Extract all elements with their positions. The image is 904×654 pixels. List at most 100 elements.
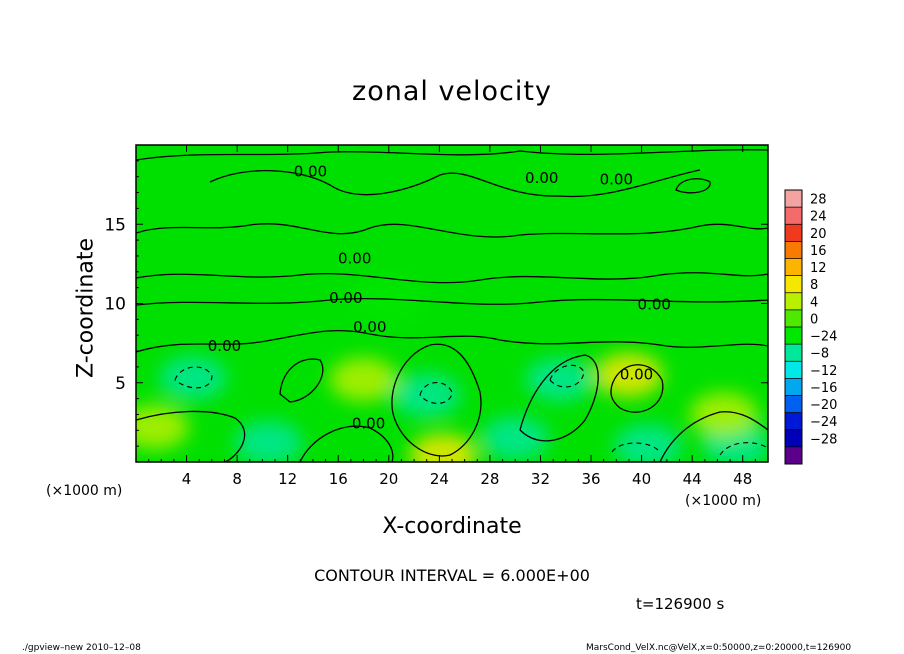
y-tick-label: 15 [104, 215, 126, 235]
x-axis: 4 8 12 16 20 24 28 32 36 40 44 48 [148, 145, 769, 488]
colorbar-swatch [785, 207, 802, 225]
x-tick-label: 44 [683, 470, 702, 488]
colorbar-label: 12 [810, 261, 827, 276]
colorbar-swatch [785, 344, 802, 362]
colorbar-label: 28 [810, 193, 827, 208]
y-axis-label: Z-coordinate [73, 238, 99, 378]
x-unit-right: (×1000 m) [685, 493, 762, 509]
contour-lines [136, 149, 768, 462]
colorbar-label: 4 [810, 295, 818, 310]
contour-label: 0.00 [353, 318, 386, 336]
colorbar-label: −28 [810, 432, 837, 447]
colorbar-swatch [785, 224, 802, 242]
colorbar-label: −8 [810, 347, 829, 362]
anomaly-blob [234, 420, 303, 462]
colorbar-label: −16 [810, 381, 837, 396]
anomaly-blob [409, 433, 478, 462]
colorbar-swatch [785, 292, 802, 310]
dashed-contour [549, 364, 585, 388]
contour-line [675, 178, 711, 194]
colorbar-swatch [785, 395, 802, 413]
x-tick-label: 12 [278, 470, 297, 488]
contour-line [610, 364, 664, 413]
x-unit-left: (×1000 m) [46, 483, 123, 499]
x-tick-label: 28 [480, 470, 499, 488]
colorbar-label: 24 [810, 210, 827, 225]
colorbar-label: 16 [810, 244, 827, 259]
colorbar-label: 8 [810, 278, 818, 293]
anomaly-blob [525, 357, 594, 402]
contour-label: 0.00 [294, 162, 327, 180]
contour-labels: 0.00 0.00 0.00 0.00 0.00 0.00 0.00 0.00 0.00 0.00 [208, 162, 671, 432]
contour-label: 0.00 [208, 337, 241, 355]
dashed-contour [611, 442, 661, 453]
colorbar-swatch [785, 258, 802, 276]
x-tick-label: 32 [531, 470, 550, 488]
time-label: t=126900 s [636, 595, 725, 613]
y-tick-label: 5 [115, 374, 126, 394]
contour-line [136, 272, 768, 284]
anomaly-blob [392, 373, 461, 418]
x-axis-label: X-coordinate [382, 514, 522, 539]
anomaly-blob [481, 416, 550, 461]
y-axis: 5 10 15 [104, 160, 768, 447]
contour-label: 0.00 [600, 170, 633, 188]
colorbar-label: −24 [810, 330, 837, 345]
anomaly-blob [329, 357, 398, 402]
x-tick-label: 16 [329, 470, 348, 488]
contour-label: 0.00 [329, 289, 362, 307]
colorbar-swatch [785, 361, 802, 379]
contour-label: 0.00 [338, 250, 371, 268]
x-tick-label: 4 [182, 470, 192, 488]
anomaly-layer [136, 278, 768, 462]
footer-left: ./gpview–new 2010–12–08 [22, 643, 141, 653]
colorbar-swatch [785, 446, 802, 464]
colorbar-swatch [785, 241, 802, 259]
dashed-contour [719, 442, 768, 456]
contour-line [136, 410, 246, 462]
contour-line [209, 169, 701, 198]
contour-line [136, 149, 768, 161]
x-tick-label: 20 [379, 470, 398, 488]
anomaly-blob [689, 392, 758, 437]
colorbar-label: 0 [810, 312, 818, 327]
contour-line [519, 354, 599, 442]
colorbar-label: −20 [810, 398, 837, 413]
colorbar-swatch [785, 275, 802, 293]
footer-right: MarsCond_VelX.nc@VelX,x=0:50000,z=0:2000… [586, 643, 852, 653]
colorbar-swatch [785, 378, 802, 396]
colorbar-label: 20 [810, 227, 827, 242]
contour-line [279, 358, 324, 403]
contour-label: 0.00 [620, 365, 653, 383]
chart-title: zonal velocity [352, 76, 552, 107]
x-tick-label: 40 [632, 470, 651, 488]
plot-area: 0.00 0.00 0.000.000.00 0.000.000.000.000.00… [104, 144, 769, 488]
colorbar-swatch [785, 327, 802, 345]
contour-line [299, 425, 394, 462]
contour-line [391, 343, 482, 457]
dashed-contours [174, 364, 768, 456]
contour-label: 0.00 [638, 296, 671, 314]
contour-interval: CONTOUR INTERVAL = 6.000E+00 [314, 566, 590, 585]
contour-label: 0.00 [352, 414, 385, 432]
contour-label: 0.00 [525, 169, 558, 187]
colorbar-swatch [785, 412, 802, 430]
anomaly-blob [158, 355, 227, 400]
x-tick-label: 36 [581, 470, 600, 488]
anomaly-blob [354, 278, 423, 323]
colorbar-label: −24 [810, 415, 837, 430]
contour-line [136, 329, 768, 353]
colorbar: 28 24 20 16 12 8 4 0 −24 −8 −12 −16 −20 −24 −28 [784, 189, 837, 465]
colorbar-swatch [785, 309, 802, 327]
colorbar-swatch [785, 190, 802, 208]
x-tick-label: 48 [733, 470, 752, 488]
colorbar-label: −12 [810, 364, 837, 379]
colorbar-swatch [785, 429, 802, 447]
contour-line [659, 411, 768, 462]
dashed-contour [174, 366, 213, 389]
y-tick-label: 10 [104, 295, 126, 315]
contour-line [136, 223, 768, 238]
contour-line [136, 298, 768, 306]
dashed-contour [419, 382, 453, 404]
